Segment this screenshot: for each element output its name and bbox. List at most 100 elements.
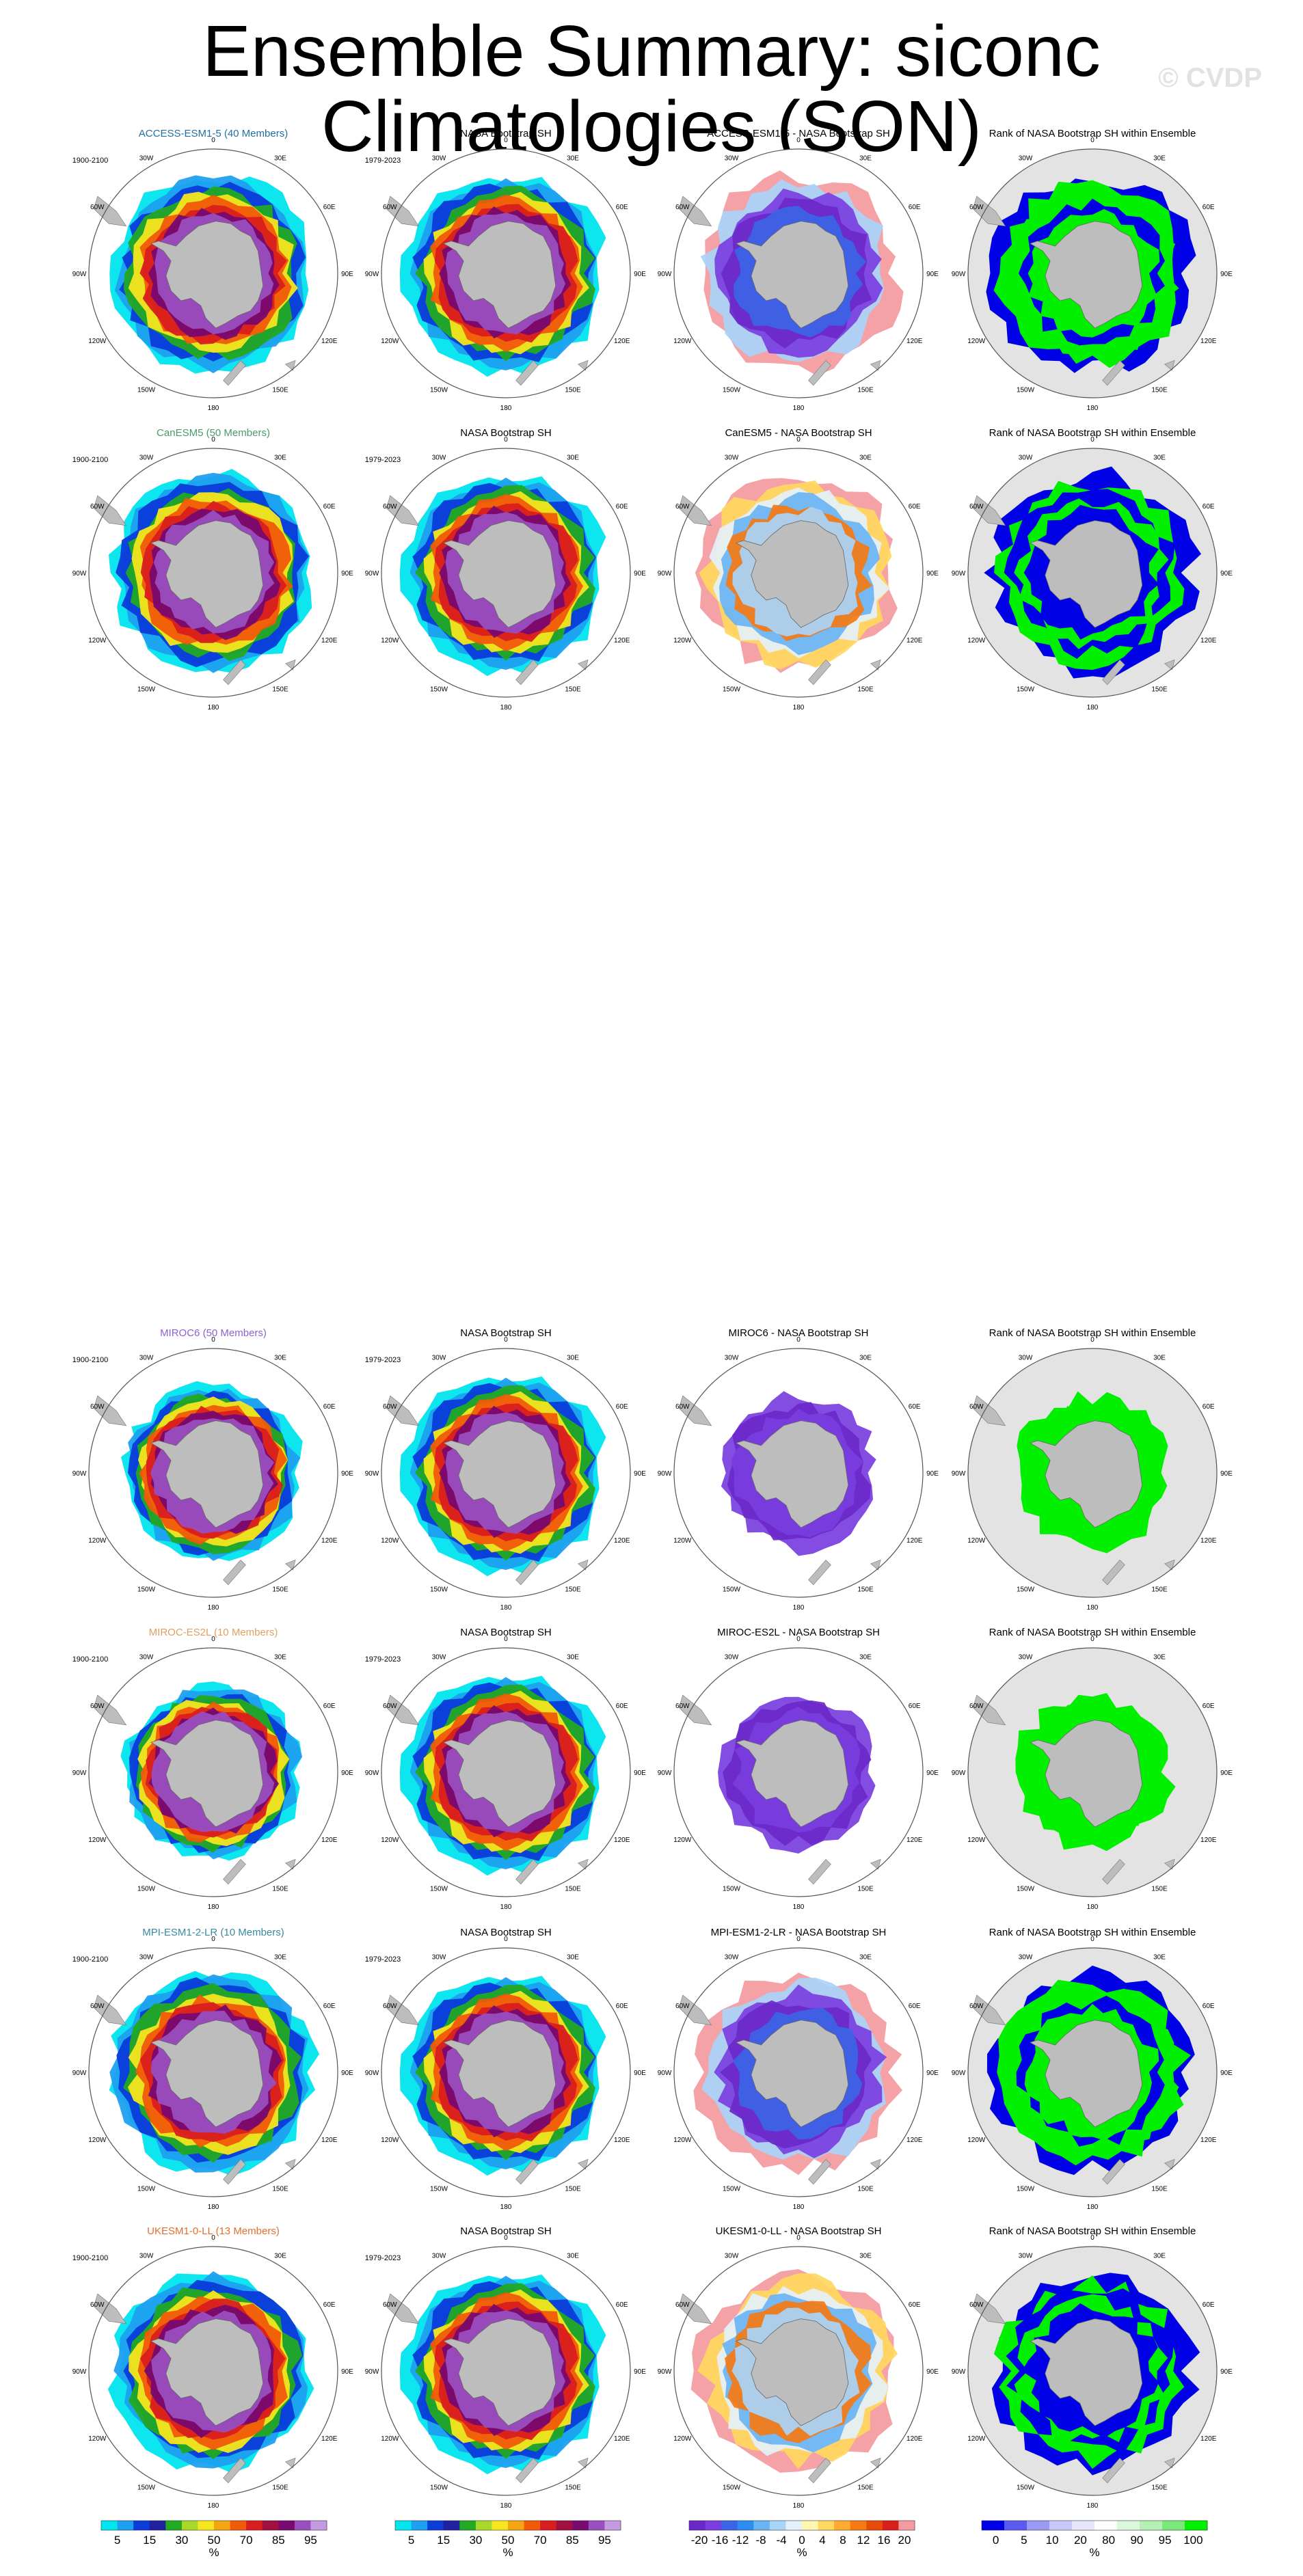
colorbar-swatch <box>508 2521 524 2530</box>
colorbar-swatch <box>1162 2521 1185 2530</box>
colorbar-tick-label: -16 <box>712 2534 729 2547</box>
lon-label: 0 <box>211 2234 215 2242</box>
lon-label: 120W <box>381 1836 399 1844</box>
colorbar-swatch <box>689 2521 706 2530</box>
colorbar-tick-label: 90 <box>1130 2534 1143 2547</box>
colorbar-swatch <box>101 2521 118 2530</box>
lon-label: 60W <box>675 1703 690 1710</box>
lon-label: 150E <box>1151 2484 1168 2492</box>
lon-label: 90W <box>365 570 379 578</box>
colorbar-swatch <box>278 2521 295 2530</box>
lon-label: 30E <box>859 454 872 461</box>
lon-label: 90W <box>72 1470 87 1478</box>
lon-label: 180 <box>208 2502 219 2510</box>
lon-label: 60W <box>383 2301 397 2309</box>
lon-label: 120W <box>88 1836 107 1844</box>
lon-label: 120E <box>321 2137 338 2144</box>
lon-label: 0 <box>796 2234 801 2242</box>
lon-label: 150E <box>272 2484 288 2492</box>
lon-label: 150E <box>857 1586 874 1594</box>
lon-label: 30E <box>859 154 872 162</box>
lon-label: 60E <box>616 204 628 211</box>
lon-label: 120W <box>967 2435 986 2443</box>
lon-label: 150E <box>272 1586 288 1594</box>
period-label: 1979-2023 <box>365 157 401 165</box>
lon-label: 60E <box>1203 1703 1215 1710</box>
period-label: 1979-2023 <box>365 456 401 464</box>
lon-label: 150E <box>272 2186 288 2193</box>
panel-diff-row6: 0 30E 60E 90E 120E 150E 180 150W 120W 90W 60W 30W UK… <box>658 2225 939 2510</box>
colorbar-tick-label: 30 <box>469 2534 482 2547</box>
period-label: 1900-2100 <box>72 1356 109 1364</box>
lon-label: 0 <box>211 436 215 444</box>
lon-label: 180 <box>793 1604 805 1612</box>
colorbar-tick-label: 50 <box>502 2534 515 2547</box>
lon-label: 30W <box>432 2252 446 2260</box>
lon-label: 30W <box>139 1653 154 1661</box>
lon-label: 60E <box>909 2003 921 2010</box>
colorbar-swatch <box>310 2521 327 2530</box>
lon-label: 120E <box>321 338 338 345</box>
lon-label: 60W <box>969 1703 984 1710</box>
panel-diff-row1: 0 30E 60E 90E 120E 150E 180 150W 120W 90W 60W 30W AC… <box>658 128 939 412</box>
colorbar-swatch <box>769 2521 786 2530</box>
lon-label: 150W <box>1017 1586 1035 1594</box>
lon-label: 60E <box>323 1403 336 1411</box>
lon-label: 60W <box>90 503 105 511</box>
lon-label: 90W <box>658 1470 672 1478</box>
lon-label: 30W <box>1019 1653 1033 1661</box>
panel-title-obs: NASA Bootstrap SH <box>460 1927 551 1938</box>
lon-label: 120E <box>906 637 923 645</box>
colorbar-swatch <box>475 2521 492 2530</box>
lon-label: 90E <box>341 570 353 578</box>
lon-label: 90E <box>1220 1470 1233 1478</box>
lon-label: 120W <box>673 1537 692 1545</box>
colorbar-concentration-obs: 5 15 30 50 70 85 95% <box>394 2520 621 2559</box>
period-label: 1979-2023 <box>365 2254 401 2262</box>
panel-model-row4: 0 30E 60E 90E 120E 150E 180 150W 120W 90W 60W 30W MI… <box>72 1627 354 1911</box>
lon-label: 0 <box>796 137 801 144</box>
colorbar-swatch <box>588 2521 605 2530</box>
lon-label: 0 <box>1090 1936 1094 1943</box>
lon-label: 120E <box>1200 1537 1217 1545</box>
panel-title-obs: NASA Bootstrap SH <box>460 1327 551 1339</box>
lon-label: 150W <box>723 1886 741 1893</box>
panel-rank-row6: 0 30E 60E 90E 120E 150E 180 150W 120W 90W 60W 30W Ra… <box>952 2225 1233 2510</box>
lon-label: 150E <box>565 686 581 694</box>
panel-title-model: MIROC-ES2L (10 Members) <box>149 1627 278 1638</box>
colorbar-swatch <box>149 2521 166 2530</box>
colorbar-tick-label: 70 <box>534 2534 547 2547</box>
lon-label: 120E <box>321 1537 338 1545</box>
panel-title-diff: MPI-ESM1-2-LR - NASA Bootstrap SH <box>711 1927 887 1938</box>
lon-label: 120E <box>1200 2435 1217 2443</box>
lon-label: 150E <box>1151 387 1168 394</box>
lon-label: 120E <box>906 1836 923 1844</box>
lon-label: 60E <box>909 1403 921 1411</box>
lon-label: 150E <box>1151 686 1168 694</box>
panel-title-rank: Rank of NASA Bootstrap SH within Ensembl… <box>989 128 1196 139</box>
colorbar-tick-label: 12 <box>857 2534 870 2547</box>
lon-label: 150W <box>430 686 448 694</box>
period-label: 1900-2100 <box>72 1655 109 1664</box>
lon-label: 150W <box>1017 2484 1035 2492</box>
lon-label: 180 <box>793 704 805 711</box>
colorbar-row: 5 15 30 50 70 85 95%5 15 30 50 70 85 95%-20 -16 -12 -8-… <box>100 2520 1208 2559</box>
colorbar-swatch <box>882 2521 899 2530</box>
lon-label: 60W <box>383 1403 397 1411</box>
colorbar-swatch <box>1140 2521 1163 2530</box>
panel-obs-row2: 0 30E 60E 90E 120E 150E 180 150W 120W 90W 60W 30W NA… <box>365 427 647 711</box>
lon-label: 120W <box>673 2435 692 2443</box>
panel-title-obs: NASA Bootstrap SH <box>460 128 551 139</box>
lon-label: 150E <box>272 686 288 694</box>
period-label: 1900-2100 <box>72 1955 109 1964</box>
colorbar-swatch <box>898 2521 915 2530</box>
lon-label: 120W <box>673 338 692 345</box>
colorbar-tick-label: 5 <box>114 2534 120 2547</box>
lon-label: 120W <box>381 2435 399 2443</box>
colorbar-swatch <box>165 2521 183 2530</box>
panel-rank-row3: 0 30E 60E 90E 120E 150E 180 150W 120W 90W 60W 30W Ra… <box>952 1327 1233 1612</box>
lon-label: 60E <box>909 2301 921 2309</box>
colorbar-swatch <box>395 2521 412 2530</box>
panel-rank-row2: 0 30E 60E 90E 120E 150E 180 150W 120W 90W 60W 30W Ra… <box>952 427 1233 711</box>
